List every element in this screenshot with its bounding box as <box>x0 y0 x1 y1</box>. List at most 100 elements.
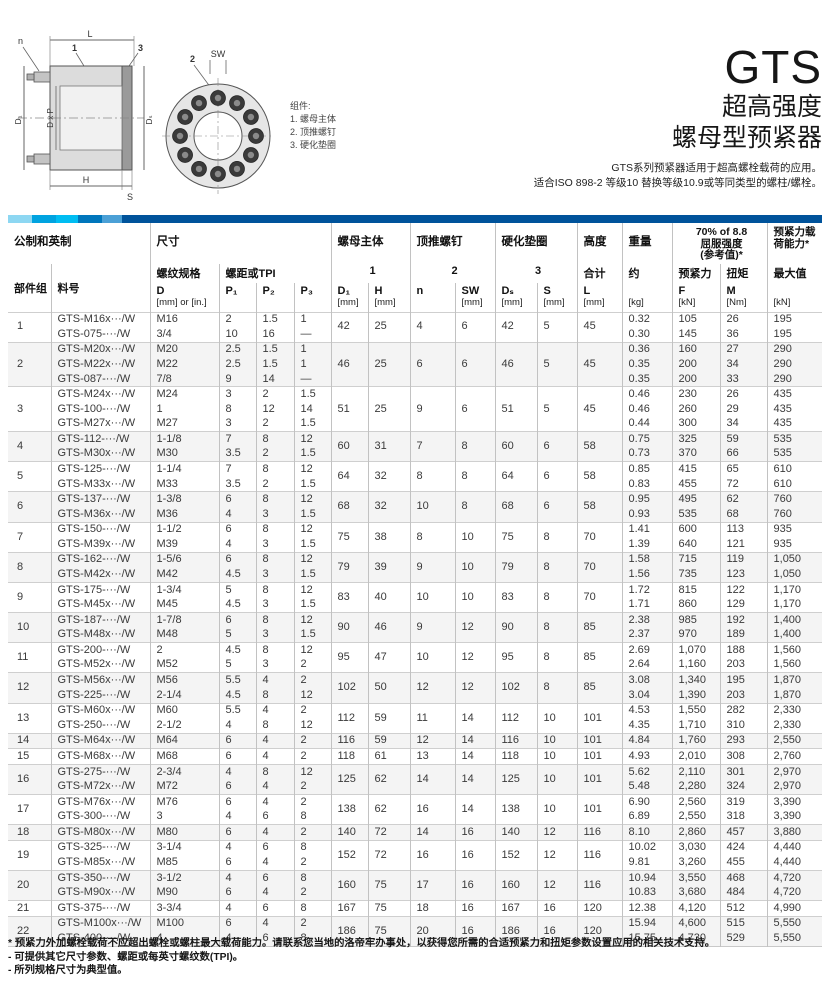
shared-cell-h: 40 <box>368 581 411 613</box>
part-group-cell: 16 <box>8 763 52 795</box>
shared-cell-n: 8 <box>410 461 456 492</box>
cell: 10.02 <box>622 839 673 856</box>
cell: 65 <box>720 461 768 477</box>
cell: 4 <box>219 718 257 734</box>
shared-cell-ds: 95 <box>495 642 538 673</box>
cell: 3 <box>150 809 220 825</box>
shared-cell-n: 10 <box>410 642 456 673</box>
table-row: 22 GTS-M100x···/W M100 6 4 2 186 75 20 16 186 16 120… <box>8 915 823 947</box>
table-row: 1 GTS-M16x···/W M16 2 1.5 1 42 25 4 6 42 5 45 0.32 105… <box>8 311 823 343</box>
cell: 600 <box>672 521 721 538</box>
cell: 4 <box>256 672 295 688</box>
shared-cell-h: 62 <box>368 793 411 825</box>
cell: 6.90 <box>622 793 673 810</box>
cell: M48 <box>150 627 220 643</box>
cell: 1,160 <box>672 657 721 673</box>
shared-cell-sw: 6 <box>455 386 496 432</box>
table-header: 公制和英制 尺寸 螺母主体 顶推螺钉 硬化垫圈 高度 重量 70% of 8.8… <box>8 223 822 312</box>
shared-cell-ds: 167 <box>495 900 538 917</box>
cell: 3/4 <box>150 327 220 343</box>
cell: 12 <box>294 551 332 568</box>
cell: 4,720 <box>767 869 823 886</box>
cell: 370 <box>672 446 721 462</box>
shared-cell-l: 45 <box>577 386 623 432</box>
cell: 5.62 <box>622 763 673 780</box>
cell: M100 <box>150 915 220 932</box>
part-group-cell: 9 <box>8 581 52 613</box>
shared-cell-h: 32 <box>368 461 411 492</box>
cell: 424 <box>720 839 768 856</box>
cell: 2-1/4 <box>150 687 220 704</box>
cell: 735 <box>672 567 721 583</box>
part-no-cell: GTS-150-···/W <box>51 521 151 538</box>
cell: 2.37 <box>622 627 673 643</box>
cell: 12 <box>294 687 332 704</box>
cell: 2,550 <box>672 809 721 825</box>
cell: 3 <box>256 567 295 583</box>
shared-cell-h: 39 <box>368 551 411 583</box>
cell: 3 <box>219 386 257 402</box>
cell: 9 <box>219 371 257 387</box>
part-group-cell: 11 <box>8 642 52 673</box>
cell: 12 <box>294 491 332 508</box>
cell: 1.5 <box>294 446 332 462</box>
header-component-2: 2 <box>410 263 496 283</box>
shared-cell-n: 9 <box>410 386 456 432</box>
cell: 122 <box>720 581 768 598</box>
cell: 0.83 <box>622 476 673 492</box>
shared-cell-h: 38 <box>368 521 411 553</box>
jackbolt-circle-array <box>172 90 264 182</box>
col-H: H [mm] <box>368 282 411 312</box>
cell: 7 <box>219 461 257 477</box>
cell: 145 <box>672 327 721 343</box>
cell: 3 <box>256 597 295 613</box>
product-name: GTS <box>724 41 822 93</box>
cell: 14 <box>294 401 332 417</box>
shared-cell-d1: 125 <box>331 763 369 795</box>
table-row: 18 GTS-M80x···/W M80 6 4 2 140 72 14 16 140 12 116 8.… <box>8 824 823 841</box>
cell: 1-7/8 <box>150 612 220 628</box>
cell: M30 <box>150 446 220 462</box>
shared-cell-l: 116 <box>577 869 623 901</box>
cell: 3,390 <box>767 793 823 810</box>
cell: 12 <box>294 431 332 447</box>
part-no-cell: GTS-M100x···/W <box>51 915 151 932</box>
cell: 26 <box>720 311 768 328</box>
cell: 4 <box>219 900 257 917</box>
cell: 8 <box>256 687 295 704</box>
table-row: GTS-400-···/W 4 4 6 8 15.75 4,730 529 5,550 <box>8 931 823 947</box>
footnote-3: - 所列规格尺寸为典型值。 <box>8 965 128 976</box>
cell: M68 <box>150 748 220 765</box>
cell: 3,550 <box>672 869 721 886</box>
header-part-group: 部件组 <box>8 263 52 312</box>
cell: 4 <box>219 763 257 780</box>
part-no-cell: GTS-M68x···/W <box>51 748 151 765</box>
cell: 4,440 <box>767 839 823 856</box>
cell: M80 <box>150 824 220 841</box>
cell: 6 <box>219 551 257 568</box>
cell: 188 <box>720 642 768 658</box>
shared-cell-l: 85 <box>577 642 623 673</box>
header-max: 最大值 <box>773 267 807 280</box>
cell: 195 <box>720 672 768 688</box>
header-part-no: 料号 <box>51 263 151 312</box>
table-body: 1 GTS-M16x···/W M16 2 1.5 1 42 25 4 6 42 5 45 0.32 105… <box>8 311 823 947</box>
shared-cell-s: 16 <box>537 915 578 947</box>
part-no-cell: GTS-175-···/W <box>51 581 151 598</box>
part-group-cell: 20 <box>8 869 52 901</box>
shared-cell-d1: 42 <box>331 311 369 343</box>
dim-label-n: n <box>18 36 23 46</box>
shared-cell-h: 72 <box>368 839 411 871</box>
shared-cell-l: 70 <box>577 521 623 553</box>
cell: 1.71 <box>622 597 673 613</box>
part-no-cell: GTS-M60x···/W <box>51 702 151 719</box>
shared-cell-ds: 42 <box>495 311 538 343</box>
shared-cell-s: 8 <box>537 521 578 553</box>
table-row: GTS-M27x···/W M27 3 2 1.5 0.44 300 34 435 <box>8 416 822 432</box>
table-row: 11 GTS-200-···/W 2 4.5 8 12 95 47 10 12 95 8 85 2.69 1… <box>8 642 823 673</box>
cell: M20 <box>150 341 220 358</box>
cell: 0.35 <box>622 357 673 372</box>
part-group-cell: 18 <box>8 824 52 841</box>
cell: 36 <box>720 327 768 343</box>
cell: 535 <box>767 431 823 447</box>
